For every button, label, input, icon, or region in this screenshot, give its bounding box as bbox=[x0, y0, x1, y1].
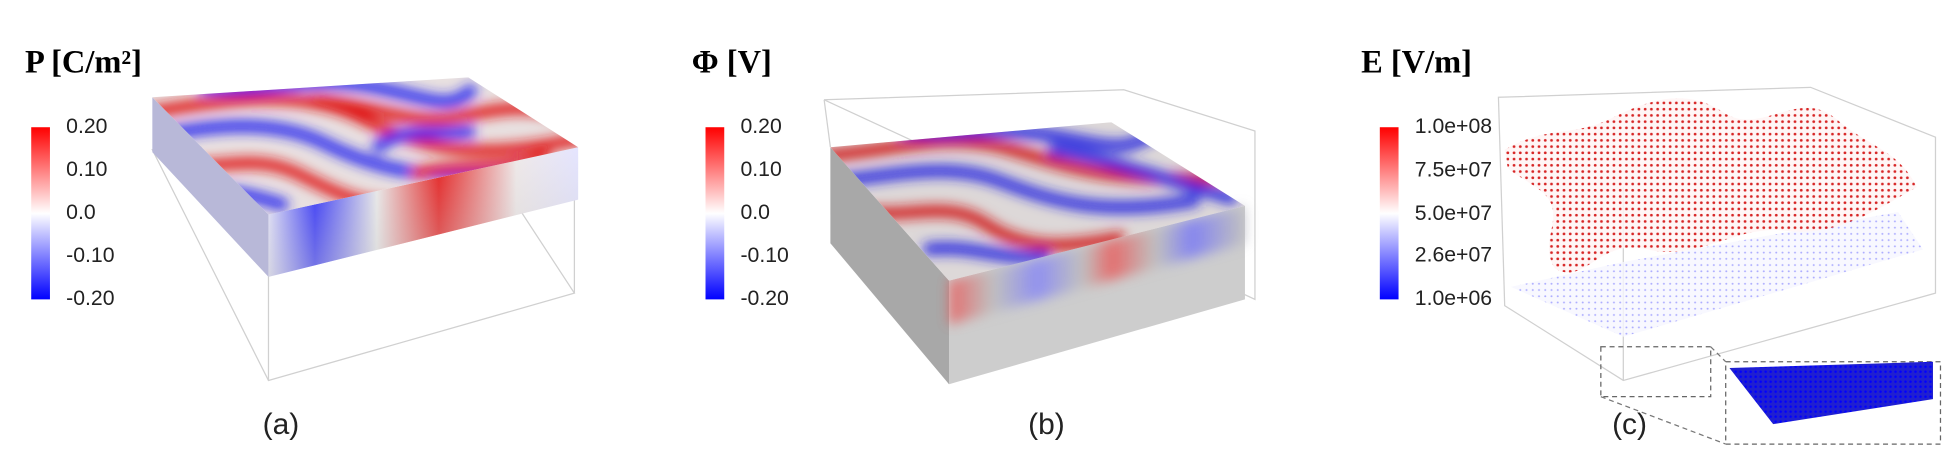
zoom-box bbox=[1600, 346, 1712, 398]
colorbar-tick-label: 0.0 bbox=[66, 201, 95, 224]
figure-content: P [C/m²] 0.20 0.10 0.0 -0.10 -0.20 (a) Φ [V] 0.2… bbox=[25, 44, 1942, 445]
inset-connector bbox=[1710, 346, 1727, 363]
colorbar-tick-label: 7.5e+07 bbox=[1415, 158, 1492, 181]
inset-box bbox=[1725, 361, 1942, 445]
colorbar bbox=[1379, 127, 1399, 300]
panel-label: (b) bbox=[1028, 408, 1065, 441]
colorbar-tick-label: -0.20 bbox=[740, 287, 788, 310]
colorbar-tick-label: 5.0e+07 bbox=[1415, 202, 1492, 225]
colorbar-tick-label: 1.0e+08 bbox=[1415, 115, 1492, 138]
colorbar bbox=[31, 127, 50, 300]
front-shade bbox=[268, 147, 579, 277]
wireframe bbox=[823, 99, 832, 148]
colorbar-tick-label: 0.10 bbox=[740, 158, 781, 181]
inset-field bbox=[1729, 361, 1933, 425]
panel-title: Φ [V] bbox=[692, 44, 772, 80]
panel-label: (a) bbox=[263, 408, 300, 441]
colorbar-tick-label: 1.0e+06 bbox=[1415, 287, 1492, 310]
panel-label: (c) bbox=[1612, 408, 1647, 441]
panel-title: E [V/m] bbox=[1361, 44, 1472, 80]
colorbar-tick-label: 0.20 bbox=[66, 115, 107, 138]
colorbar-tick-label: 0.20 bbox=[740, 115, 781, 138]
colorbar-tick-label: 0.10 bbox=[66, 158, 107, 181]
panel-c-render bbox=[1497, 86, 1942, 445]
field-high bbox=[1504, 98, 1917, 273]
colorbar-tick-label: -0.20 bbox=[66, 287, 114, 310]
panel-a-render bbox=[151, 77, 579, 382]
colorbar-tick-label: 0.0 bbox=[740, 201, 769, 224]
panel-b-render bbox=[823, 89, 1256, 385]
colorbar bbox=[705, 127, 725, 300]
colorbar-tick-label: 2.6e+07 bbox=[1415, 244, 1492, 267]
field-low bbox=[1510, 212, 1923, 337]
colorbar-tick-label: -0.10 bbox=[66, 244, 114, 267]
side-face bbox=[152, 97, 269, 277]
wireframe bbox=[1497, 86, 1937, 382]
side-face bbox=[830, 147, 950, 385]
panel-title: P [C/m²] bbox=[25, 44, 142, 80]
front-pattern bbox=[949, 205, 1245, 325]
colorbar-tick-label: -0.10 bbox=[740, 244, 788, 267]
inset-connector bbox=[1600, 396, 1726, 445]
